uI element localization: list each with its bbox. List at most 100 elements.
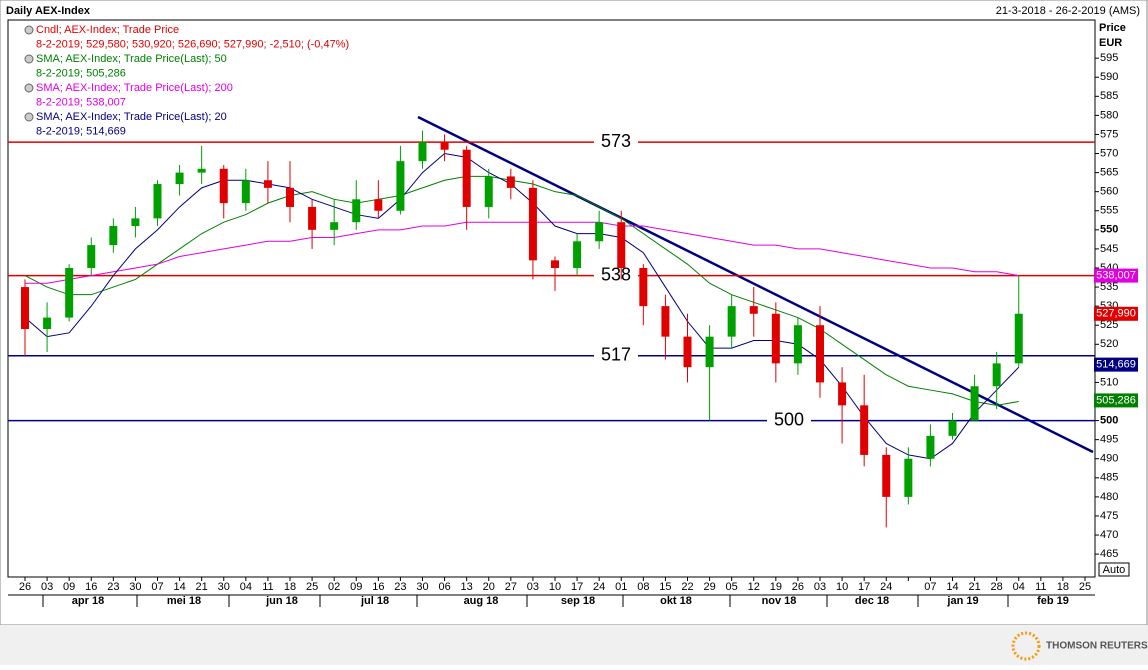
price-tag-label: 514,669 [1096,359,1136,371]
price-tag [1094,357,1138,372]
level-label: 517 [601,344,631,364]
x-tick-label: 30 [129,581,141,593]
price-tag [1094,268,1138,283]
x-tick-label: 26 [19,581,31,593]
x-tick-label: 21 [196,581,208,593]
y-tick-label: 580 [1100,109,1118,121]
candle-body [131,218,140,227]
x-tick-label: 13 [461,581,473,593]
candle-body [860,405,869,455]
level-label: 500 [774,409,804,429]
x-tick-label: 21 [968,581,980,593]
x-tick-label: 07 [924,581,936,593]
candle-body [175,172,184,185]
candle-body [87,245,96,268]
x-tick-label: 08 [637,581,649,593]
x-tick-label: 11 [1035,581,1046,593]
x-tick-label: 28 [991,581,1003,593]
legend-detail: 8-2-2019; 505,286 [36,67,126,79]
y-tick-label: 545 [1100,243,1118,255]
x-tick-label: 04 [1013,581,1025,593]
candle-body [1014,313,1023,364]
legend-icon [24,112,34,122]
candle-body [197,168,206,173]
candle-body [263,180,272,188]
x-tick-label: 24 [593,581,605,593]
close-tag-label: 527,990 [1096,308,1136,320]
x-tick-label: 18 [1057,581,1069,593]
candle-body [838,382,847,406]
month-label: mei 18 [167,595,201,607]
chart-title: Daily AEX-Index [6,5,91,17]
x-tick-label: 03 [527,581,539,593]
sma-line [24,175,1019,406]
legend-icon [24,25,34,35]
candle-body [43,317,52,330]
x-tick-label: 23 [394,581,406,593]
candle-body [462,149,471,207]
y-tick-label: 570 [1100,147,1118,159]
y-tick-label: 535 [1100,281,1118,293]
candle-body [374,199,383,211]
legend-name: Cndl; AEX-Index; Trade Price [36,24,179,36]
level-label: 573 [601,131,631,151]
month-label: feb 19 [1037,595,1069,607]
watermark: THOMSON REUTERS [1046,641,1148,652]
candle-body [330,222,339,230]
candle-body [440,142,449,150]
x-tick-label: 14 [946,581,958,593]
x-tick-label: 30 [218,581,230,593]
candle-body [219,168,228,204]
month-label: nov 18 [762,595,797,607]
x-tick-label: 09 [63,581,75,593]
legend-icon [24,54,34,64]
x-tick-label: 30 [416,581,428,593]
candle-body [484,176,493,207]
x-tick-label: 14 [173,581,185,593]
candle-body [528,187,537,261]
y-tick-label: 595 [1100,52,1118,64]
close-tag [1094,306,1138,321]
x-tick-label: 06 [438,581,450,593]
x-tick-label: 16 [372,581,384,593]
candle-body [308,206,317,230]
price-tag [1094,393,1138,408]
candle-body [352,199,361,223]
y-tick-label: 490 [1100,453,1118,465]
month-label: okt 18 [660,595,692,607]
level-label-bg [594,265,638,286]
legend-icon [24,83,34,93]
y-tick-label: 475 [1100,510,1118,522]
candle-body [926,435,935,459]
x-tick-label: 02 [328,581,340,593]
plot-area [7,19,1096,578]
y-tick-label: 525 [1100,319,1118,331]
y-tick-label: 575 [1100,128,1118,140]
candle-body [396,161,405,211]
x-tick-label: 16 [85,581,97,593]
month-label: aug 18 [464,595,499,607]
x-tick-label: 17 [571,581,583,593]
y-label: Price [1099,22,1126,34]
candle-body [992,363,1001,387]
y-tick-label: 480 [1100,491,1118,503]
x-tick-label: 20 [483,581,495,593]
x-tick-label: 18 [284,581,296,593]
candle-body [595,222,604,242]
x-tick-label: 04 [240,581,252,593]
x-tick-label: 10 [549,581,561,593]
month-label: jan 19 [946,595,978,607]
x-tick-label: 03 [41,581,53,593]
candle-body [793,325,802,364]
candle-body [153,184,162,219]
candle-body [882,454,891,497]
candle-body [904,458,913,497]
scale-mode: Auto [1103,564,1126,576]
candle-body [661,306,670,337]
candle-body [970,386,979,421]
x-tick-label: 03 [814,581,826,593]
level-label: 538 [601,264,631,284]
frame [0,0,1148,626]
y-tick-label: 465 [1100,548,1118,560]
